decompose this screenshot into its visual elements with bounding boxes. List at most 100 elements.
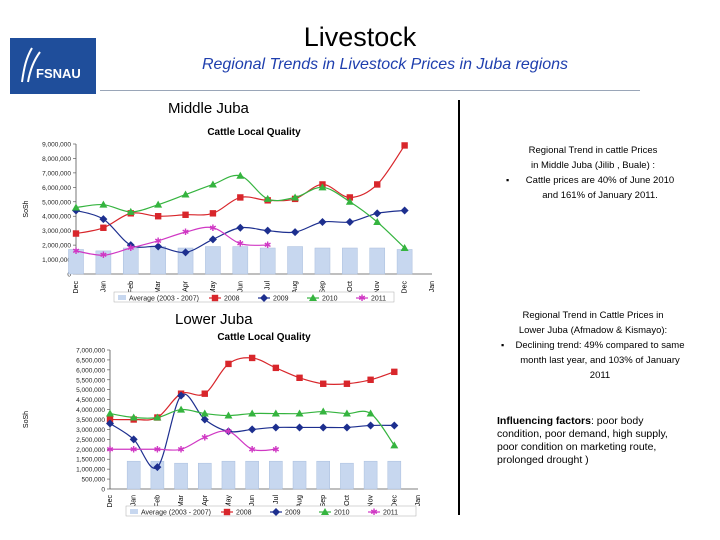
average-bar: [340, 462, 354, 490]
data-point-2008: [391, 368, 398, 376]
data-point-2011: ✱: [248, 444, 256, 454]
data-point-2009: [99, 215, 108, 224]
legend-label: 2009: [273, 296, 289, 303]
logo-text: FSNAU: [36, 66, 81, 81]
data-point-2008: [72, 230, 80, 237]
data-point-2008: [401, 142, 408, 149]
y-tick-label: 500,000: [82, 477, 106, 484]
average-bar: [259, 247, 276, 275]
average-bar: [205, 246, 221, 275]
legend-label: 2010: [322, 296, 338, 303]
y-tick-label: 7,000,000: [76, 348, 105, 355]
data-point-2009: [345, 218, 354, 226]
y-tick-label: 2,500,000: [76, 437, 105, 444]
data-point-2009: [271, 423, 280, 432]
column-divider: [458, 100, 460, 515]
middle-note-bullet: Cattle prices are 40% of June 2010 and 1…: [525, 175, 675, 201]
data-point-2011: ✱: [106, 444, 114, 454]
y-tick-label: 0: [67, 272, 71, 279]
legend-box: [125, 505, 417, 517]
legend-marker: ✱: [358, 293, 366, 303]
x-tick-label: May: [210, 281, 217, 295]
y-tick-label: 1,500,000: [76, 457, 105, 464]
average-bar: [292, 460, 307, 490]
data-point-2009: [295, 423, 304, 432]
series-line-2011: [75, 226, 268, 256]
data-point-2009: [318, 218, 327, 226]
y-tick-label: 5,000,000: [42, 199, 71, 206]
chart-legend: Average (2003 - 2007) 2008 2009 2010 ✱ 2011: [113, 291, 395, 303]
legend-marker: [321, 508, 329, 515]
data-point-2010: [400, 244, 409, 251]
data-point-2009: [153, 463, 162, 472]
data-point-2008: [237, 194, 244, 201]
bullet-icon: ▪: [506, 175, 510, 185]
legend-swatch: [130, 509, 138, 514]
y-tick-label: 0: [101, 487, 105, 494]
y-tick-label: 7,000,000: [42, 170, 71, 177]
data-point-2011: ✱: [264, 240, 272, 250]
data-point-2008: [209, 210, 217, 217]
average-bar: [95, 250, 112, 275]
y-tick-label: 5,000,000: [76, 387, 105, 394]
x-tick-label: Aug: [292, 281, 299, 294]
data-point-2009: [181, 248, 190, 257]
data-point-2008: [296, 374, 303, 381]
legend-box: [113, 291, 395, 303]
average-bar: [387, 460, 402, 490]
data-point-2011: ✱: [127, 243, 135, 253]
y-tick-label: 4,000,000: [76, 407, 105, 414]
x-tick-label: Oct: [344, 495, 351, 506]
data-point-2010: [181, 190, 190, 198]
data-point-2008: [182, 211, 189, 218]
y-tick-label: 3,500,000: [76, 417, 105, 424]
x-tick-label: Apr: [202, 494, 209, 506]
lower-note-head-1: Regional Trend in Cattle Prices in: [522, 310, 664, 321]
data-point-2010: [319, 407, 328, 415]
data-point-2010: [177, 405, 186, 413]
data-point-2008: [225, 360, 232, 368]
y-axis-label: SoSh: [23, 200, 30, 217]
legend-marker: [272, 508, 280, 516]
legend-marker: [223, 508, 231, 516]
average-bar: [342, 247, 358, 275]
y-tick-label: 4,500,000: [76, 397, 105, 404]
data-point-2010: [345, 197, 354, 205]
page-title: Livestock: [303, 22, 417, 52]
x-tick-label: Jan: [415, 495, 422, 506]
page-subtitle: Regional Trends in Livestock Prices in J…: [201, 56, 569, 73]
x-tick-label: Jun: [249, 495, 256, 506]
data-point-2010: [72, 203, 80, 211]
data-point-2008: [201, 390, 208, 397]
x-tick-label: Feb: [154, 495, 161, 507]
middle-juba-label: Middle Juba: [168, 100, 249, 117]
x-tick-label: Aug: [297, 495, 304, 508]
data-point-2009: [291, 228, 300, 237]
data-point-2009: [177, 391, 186, 400]
chart-title: Cattle Local Quality: [207, 127, 301, 138]
y-tick-label: 6,000,000: [42, 185, 71, 192]
middle-note-head-2: in Middle Juba (Jilib , Buale) :: [530, 160, 656, 171]
series-line-2010: [75, 174, 406, 249]
data-point-2010: [342, 409, 351, 417]
data-point-2009: [342, 423, 351, 432]
legend-label: 2011: [371, 296, 386, 303]
data-point-2010: [208, 180, 217, 188]
legend-label: 2010: [334, 510, 350, 517]
y-axis-label: SoSh: [23, 411, 30, 428]
x-tick-label: May: [225, 495, 232, 509]
data-point-2011: ✱: [154, 444, 162, 454]
data-point-2011: ✱: [209, 223, 217, 233]
fsnau-logo: FSNAU: [10, 38, 96, 94]
influencing-factors-text: : poor body condition, poor demand, high…: [497, 415, 668, 466]
x-tick-label: Sep: [320, 495, 327, 508]
x-tick-label: Jan: [131, 495, 138, 506]
legend-swatch: [118, 295, 126, 300]
influencing-factors: Influencing factors: poor body condition…: [497, 415, 687, 467]
data-point-2008: [343, 380, 351, 387]
data-point-2008: [272, 364, 280, 372]
data-point-2009: [106, 419, 114, 428]
y-tick-label: 1,000,000: [76, 467, 105, 474]
series-line-2011: [110, 430, 276, 452]
y-tick-label: 3,000,000: [76, 427, 105, 434]
